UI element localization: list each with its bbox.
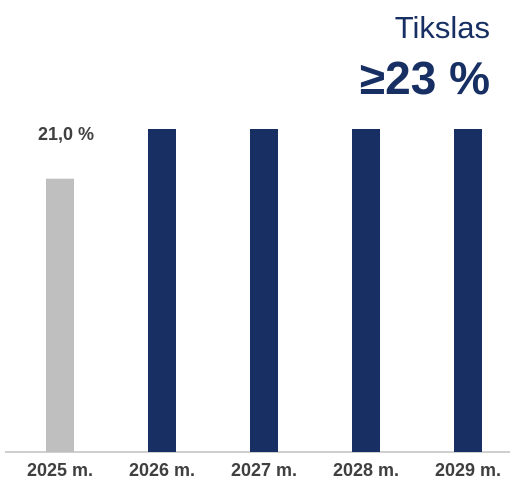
x-tick-label: 2026 m. xyxy=(129,460,195,480)
target-value: ≥23 % xyxy=(360,52,490,104)
bar xyxy=(148,129,176,452)
target-title: Tikslas xyxy=(395,10,490,45)
x-tick-label: 2027 m. xyxy=(231,460,297,480)
bar xyxy=(352,129,380,452)
bar xyxy=(46,178,74,452)
x-tick-label: 2028 m. xyxy=(333,460,399,480)
x-tick-label: 2025 m. xyxy=(27,460,93,480)
bar xyxy=(250,129,278,452)
data-label: 21,0 % xyxy=(38,124,94,144)
x-tick-label: 2029 m. xyxy=(435,460,501,480)
bar xyxy=(454,129,482,452)
